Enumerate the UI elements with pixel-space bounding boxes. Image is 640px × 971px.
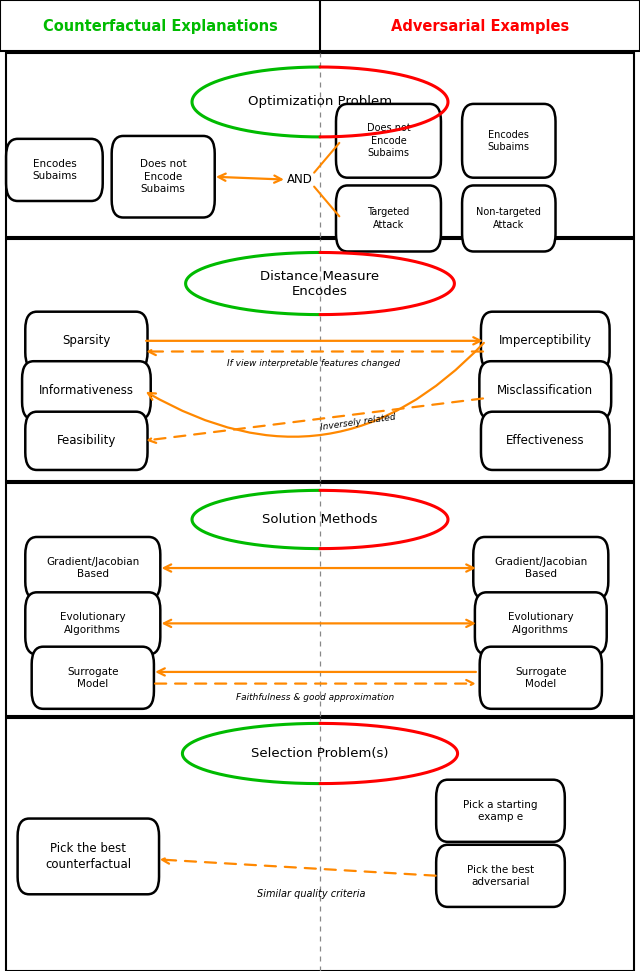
FancyBboxPatch shape [479,361,611,419]
Text: Pick a starting
examp e: Pick a starting examp e [463,799,538,822]
Text: Faithfulness & good approximation: Faithfulness & good approximation [236,692,395,702]
FancyBboxPatch shape [481,312,609,370]
Text: Counterfactual Explanations: Counterfactual Explanations [43,18,277,34]
FancyBboxPatch shape [26,312,148,370]
Text: Gradient/Jacobian
Based: Gradient/Jacobian Based [46,556,140,580]
Text: Imperceptibility: Imperceptibility [499,334,592,348]
FancyBboxPatch shape [436,780,565,842]
Text: AND: AND [287,173,312,186]
FancyBboxPatch shape [6,139,103,201]
Text: Pick the best
counterfactual: Pick the best counterfactual [45,842,131,871]
Text: Selection Problem(s): Selection Problem(s) [252,747,388,760]
FancyBboxPatch shape [25,592,160,654]
FancyBboxPatch shape [475,592,607,654]
Text: Solution Methods: Solution Methods [262,513,378,526]
FancyBboxPatch shape [22,361,151,419]
Bar [0,0,640,51]
Text: Pick the best
adversarial: Pick the best adversarial [467,864,534,887]
FancyBboxPatch shape [481,412,609,470]
Text: Evolutionary
Algorithms: Evolutionary Algorithms [508,612,573,635]
Text: Effectiveness: Effectiveness [506,434,584,448]
FancyBboxPatch shape [31,647,154,709]
Text: Distance Measure
Encodes: Distance Measure Encodes [260,270,380,297]
FancyBboxPatch shape [474,537,608,599]
FancyBboxPatch shape [462,185,556,251]
FancyBboxPatch shape [26,412,148,470]
FancyBboxPatch shape [25,537,160,599]
Text: Similar quality criteria: Similar quality criteria [257,889,366,899]
Text: Does not
Encode
Subaims: Does not Encode Subaims [367,123,410,158]
Bar [6,483,634,716]
FancyBboxPatch shape [462,104,556,178]
FancyBboxPatch shape [18,819,159,894]
Text: Feasibility: Feasibility [57,434,116,448]
Text: Non-targeted
Attack: Non-targeted Attack [476,207,541,230]
FancyBboxPatch shape [336,185,441,251]
Text: Encodes
Subaims: Encodes Subaims [488,129,530,152]
FancyBboxPatch shape [111,136,214,218]
Text: Sparsity: Sparsity [62,334,111,348]
Text: Surrogate
Model: Surrogate Model [67,666,118,689]
Text: Gradient/Jacobian
Based: Gradient/Jacobian Based [494,556,588,580]
Text: Optimization Problem: Optimization Problem [248,95,392,109]
Text: Inversely related: Inversely related [320,413,397,432]
Text: Surrogate
Model: Surrogate Model [515,666,566,689]
FancyBboxPatch shape [480,647,602,709]
Text: Does not
Encode
Subaims: Does not Encode Subaims [140,159,186,194]
Text: Targeted
Attack: Targeted Attack [367,207,410,230]
Bar [6,53,634,237]
Text: Encodes
Subaims: Encodes Subaims [32,158,77,182]
Bar [6,718,634,971]
Text: If view interpretable features changed: If view interpretable features changed [227,358,400,368]
Text: Misclassification: Misclassification [497,384,593,397]
Text: Informativeness: Informativeness [39,384,134,397]
Bar [6,239,634,481]
Text: Adversarial Examples: Adversarial Examples [391,18,569,34]
FancyBboxPatch shape [336,104,441,178]
Text: Evolutionary
Algorithms: Evolutionary Algorithms [60,612,125,635]
FancyBboxPatch shape [436,845,565,907]
